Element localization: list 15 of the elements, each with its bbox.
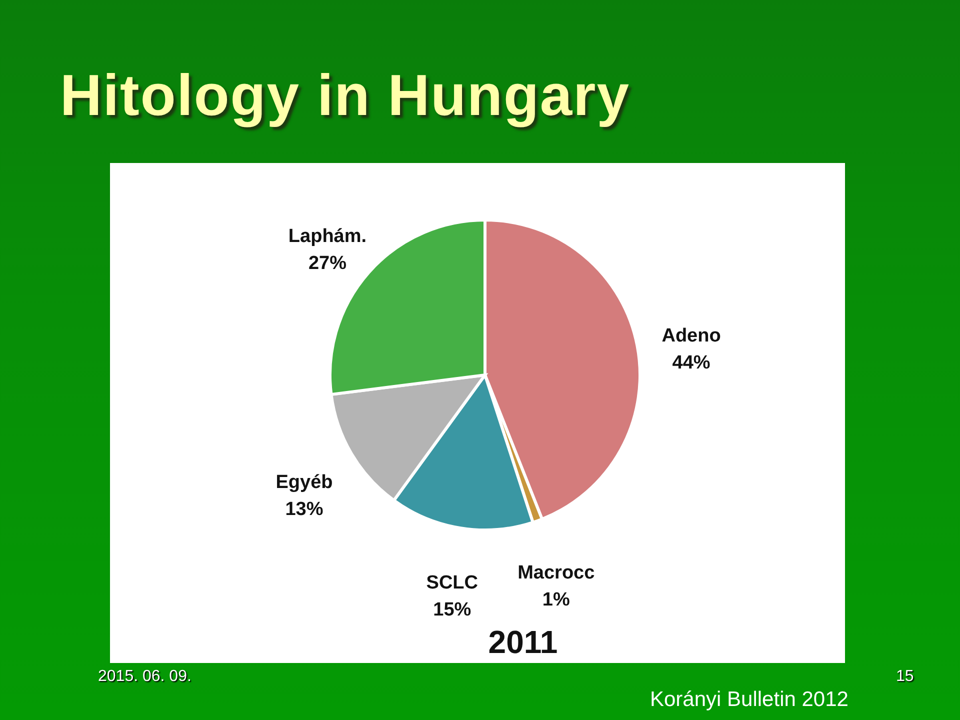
- data-label: 15%: [433, 599, 472, 620]
- text: 15: [896, 668, 914, 686]
- data-label: 1%: [542, 590, 570, 611]
- text: 2011: [488, 624, 558, 660]
- text: 2015. 06. 09.: [98, 668, 192, 686]
- slice-label: Macrocc: [518, 562, 596, 584]
- chart-title: Hitology in Hungary: [60, 62, 630, 129]
- slice-label: Adeno: [662, 326, 721, 347]
- slice-label: Laphám.: [288, 226, 367, 248]
- data-label: 44%: [672, 352, 710, 374]
- slice-label: Egyéb: [276, 472, 333, 493]
- text: Korányi Bulletin 2012: [650, 688, 848, 712]
- slice-label: SCLC: [426, 572, 478, 594]
- data-label: 27%: [308, 253, 347, 274]
- data-label: 13%: [285, 498, 324, 520]
